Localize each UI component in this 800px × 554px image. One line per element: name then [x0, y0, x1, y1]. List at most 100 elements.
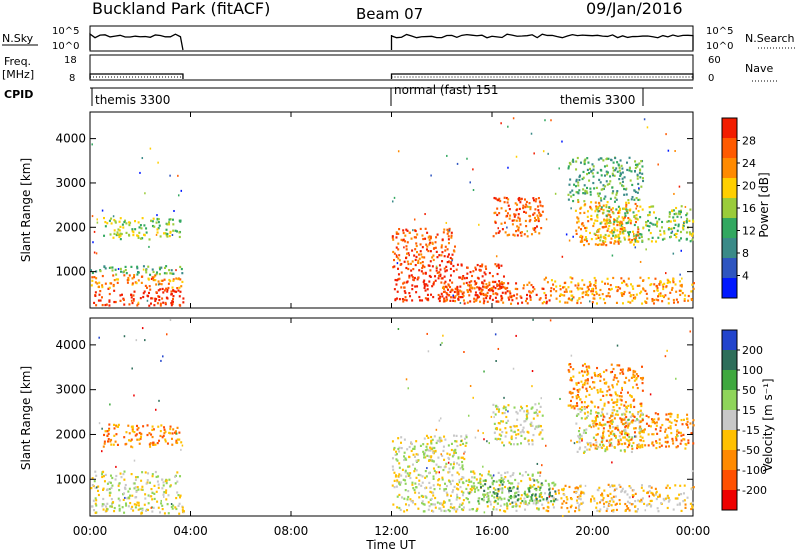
heatmap-cell — [456, 496, 459, 499]
heatmap-cell — [170, 437, 173, 440]
heatmap-cell — [619, 240, 622, 243]
heatmap-cell — [131, 230, 134, 233]
heatmap-cell — [530, 407, 533, 410]
heatmap-cell — [401, 297, 404, 301]
heatmap-cell — [519, 223, 522, 226]
heatmap-cell — [119, 294, 122, 297]
heatmap-cell — [424, 469, 427, 473]
heatmap-cell — [554, 192, 557, 195]
heatmap-cell — [443, 300, 446, 303]
heatmap-cell — [515, 502, 518, 506]
heatmap-cell — [161, 507, 164, 511]
heatmap-cell — [618, 442, 621, 445]
heatmap-cell — [447, 230, 450, 233]
heatmap-cell — [454, 451, 457, 454]
heatmap-cell — [486, 300, 489, 303]
heatmap-cell — [517, 428, 520, 432]
heatmap-cell — [638, 188, 641, 191]
heatmap-cell — [404, 471, 407, 474]
heatmap-cell — [138, 431, 141, 435]
heatmap-cell — [501, 283, 504, 286]
heatmap-cell — [619, 398, 622, 401]
heatmap-cell — [599, 234, 602, 237]
heatmap-cell — [398, 227, 401, 231]
heatmap-cell — [110, 282, 113, 285]
heatmap-cell — [464, 444, 467, 447]
heatmap-cell — [513, 406, 516, 409]
heatmap-cell — [678, 493, 681, 496]
colorbar-swatch — [722, 258, 737, 279]
heatmap-cell — [565, 496, 568, 499]
heatmap-cell — [443, 509, 446, 513]
heatmap-cell — [623, 236, 626, 239]
heatmap-cell — [601, 293, 604, 296]
heatmap-cell — [624, 490, 627, 493]
heatmap-cell — [603, 174, 606, 177]
heatmap-cell — [627, 231, 630, 234]
heatmap-cell — [467, 414, 470, 417]
heatmap-cell — [112, 236, 115, 239]
heatmap-cell — [506, 471, 509, 474]
heatmap-cell — [139, 237, 142, 240]
heatmap-cell — [393, 471, 396, 474]
heatmap-cell — [403, 290, 406, 293]
heatmap-cell — [148, 432, 151, 435]
heatmap-cell — [496, 494, 499, 497]
heatmap-cell — [508, 208, 511, 211]
heatmap-cell — [421, 260, 424, 264]
heatmap-cell — [450, 231, 453, 234]
heatmap-cell — [415, 242, 418, 245]
heatmap-cell — [617, 380, 620, 383]
heatmap-cell — [479, 300, 482, 303]
heatmap-cell — [484, 265, 487, 268]
heatmap-cell — [605, 394, 608, 397]
heatmap-cell — [591, 301, 594, 304]
heatmap-cell — [171, 432, 174, 435]
heatmap-cell — [580, 408, 583, 412]
heatmap-cell — [616, 223, 619, 227]
heatmap-cell — [440, 453, 442, 456]
heatmap-cell — [638, 500, 641, 503]
heatmap-cell — [575, 402, 578, 405]
heatmap-cell — [161, 487, 164, 490]
heatmap-cell — [124, 265, 127, 269]
heatmap-cell — [609, 500, 612, 503]
heatmap-cell — [170, 293, 173, 296]
heatmap-cell — [406, 280, 409, 283]
heatmap-cell — [587, 288, 590, 291]
heatmap-cell — [498, 408, 501, 411]
heatmap-cell — [494, 500, 497, 503]
heatmap-cell — [442, 445, 445, 448]
heatmap-cell — [533, 212, 536, 215]
heatmap-cell — [636, 510, 639, 513]
heatmap-cell — [150, 433, 153, 436]
heatmap-cell — [557, 489, 560, 492]
heatmap-cell — [411, 501, 414, 504]
heatmap-cell — [680, 289, 683, 292]
heatmap-cell — [103, 265, 106, 268]
heatmap-cell — [612, 276, 615, 280]
heatmap-cell — [132, 294, 135, 297]
heatmap-cell — [645, 414, 648, 417]
heatmap-cell — [667, 418, 670, 421]
heatmap-cell — [575, 414, 578, 417]
heatmap-cell — [675, 290, 678, 293]
heatmap-cell — [397, 447, 400, 451]
heatmap-cell — [163, 432, 166, 435]
heatmap-cell — [427, 436, 430, 439]
heatmap-cell — [634, 217, 637, 220]
velocity-colorbar-swatches — [721, 329, 738, 511]
heatmap-cell — [91, 484, 94, 487]
heatmap-cell — [163, 289, 166, 292]
heatmap-cell — [692, 424, 695, 427]
heatmap-cell — [501, 430, 504, 434]
heatmap-cell — [451, 490, 454, 494]
heatmap-cell — [571, 189, 574, 192]
heatmap-cell — [538, 211, 541, 214]
heatmap-cell — [495, 265, 498, 268]
heatmap-cell — [482, 302, 485, 305]
heatmap-cell — [109, 266, 112, 269]
heatmap-cell — [533, 216, 536, 220]
heatmap-cell — [552, 496, 555, 499]
heatmap-cell — [634, 169, 637, 173]
